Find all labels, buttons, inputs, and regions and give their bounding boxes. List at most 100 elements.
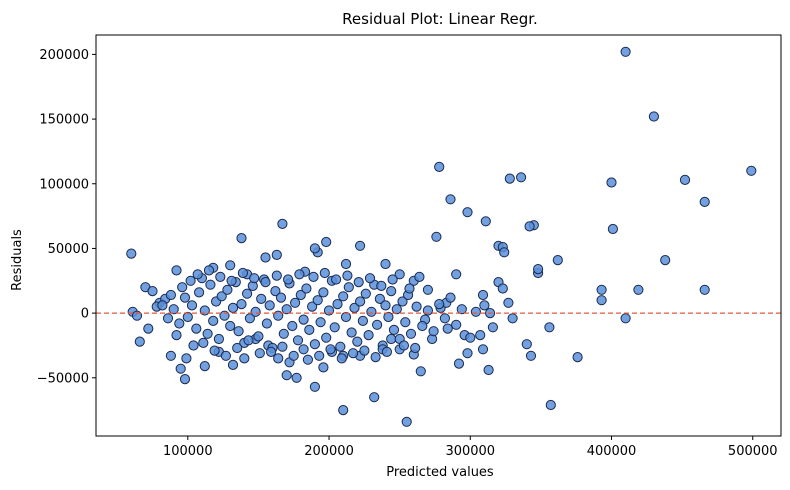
y-tick-label: 100000 xyxy=(39,177,89,192)
data-point xyxy=(288,350,299,361)
data-point xyxy=(397,296,408,307)
data-point xyxy=(620,46,631,57)
data-point xyxy=(192,269,203,280)
x-tick-label: 200000 xyxy=(304,444,354,459)
data-point xyxy=(360,288,371,299)
data-point xyxy=(309,381,320,392)
data-point xyxy=(431,231,442,242)
data-point xyxy=(294,269,305,280)
data-point xyxy=(504,173,515,184)
chart-title: Residual Plot: Linear Regr. xyxy=(342,10,538,28)
data-point xyxy=(226,275,237,286)
data-point xyxy=(679,174,691,185)
data-point xyxy=(254,348,265,359)
data-point xyxy=(304,324,315,335)
data-point xyxy=(660,255,671,266)
data-point xyxy=(271,270,282,281)
x-tick-label: 400000 xyxy=(587,444,637,459)
data-point xyxy=(321,332,332,343)
data-point xyxy=(503,297,514,308)
data-point xyxy=(202,328,213,339)
data-point xyxy=(168,304,179,315)
data-point xyxy=(336,353,347,364)
data-point xyxy=(191,323,202,334)
data-point xyxy=(533,264,544,275)
data-point xyxy=(391,304,402,315)
data-point xyxy=(277,341,288,352)
data-point xyxy=(411,301,422,312)
data-point xyxy=(185,275,196,286)
y-tick-label: 150000 xyxy=(39,113,89,128)
data-point xyxy=(188,340,199,351)
data-point xyxy=(516,172,527,183)
data-point xyxy=(318,287,329,298)
data-point xyxy=(374,293,385,304)
data-point xyxy=(335,341,346,352)
data-point xyxy=(606,177,617,188)
y-tick-label: 50000 xyxy=(48,242,89,257)
data-point xyxy=(143,323,154,334)
x-tick-label: 300000 xyxy=(445,444,495,459)
data-point xyxy=(171,265,182,276)
data-point xyxy=(126,248,137,259)
data-point xyxy=(386,333,397,345)
data-point xyxy=(364,273,376,284)
data-point xyxy=(256,293,267,304)
data-point xyxy=(376,280,387,291)
data-point xyxy=(462,207,473,218)
data-point xyxy=(355,240,366,251)
data-point xyxy=(404,283,415,294)
data-point xyxy=(277,218,288,229)
data-point xyxy=(417,320,428,332)
data-point xyxy=(175,363,186,374)
data-point xyxy=(249,273,260,284)
data-point xyxy=(699,284,710,295)
data-point xyxy=(428,326,439,337)
data-point xyxy=(451,269,462,280)
data-point xyxy=(545,399,556,411)
data-point xyxy=(445,292,456,303)
data-point xyxy=(434,299,445,310)
data-point xyxy=(544,322,555,333)
data-point xyxy=(227,359,239,370)
data-point xyxy=(499,247,510,258)
data-point xyxy=(222,284,233,295)
data-point xyxy=(394,269,405,280)
data-point xyxy=(287,320,298,332)
data-point xyxy=(198,337,209,348)
data-point xyxy=(309,339,320,350)
data-point xyxy=(298,344,309,355)
y-axis: −50000 0 50000 100000 150000 200000 xyxy=(37,48,96,386)
data-point xyxy=(266,346,277,357)
data-point xyxy=(352,336,363,347)
data-point xyxy=(309,243,320,254)
data-point xyxy=(225,320,236,332)
data-point xyxy=(227,302,239,313)
data-point xyxy=(363,330,374,341)
data-point xyxy=(302,354,313,365)
data-point xyxy=(237,267,248,279)
data-point xyxy=(355,296,366,307)
data-point xyxy=(507,313,518,324)
x-tick-label: 100000 xyxy=(163,444,213,459)
data-point xyxy=(216,291,227,302)
data-point xyxy=(314,350,325,361)
y-tick-label: 200000 xyxy=(39,48,89,63)
data-point xyxy=(465,332,476,343)
data-point xyxy=(182,311,193,323)
data-point xyxy=(648,111,660,122)
data-point xyxy=(179,374,191,385)
data-point xyxy=(236,299,247,310)
data-point xyxy=(434,161,445,172)
data-point xyxy=(405,328,417,339)
data-point xyxy=(483,364,494,376)
data-point xyxy=(250,306,261,317)
data-point xyxy=(298,314,309,325)
data-point xyxy=(177,282,188,293)
data-point xyxy=(477,344,489,355)
data-point xyxy=(380,258,391,270)
data-point xyxy=(308,271,319,282)
data-point xyxy=(552,255,563,266)
data-point xyxy=(439,313,450,324)
data-point xyxy=(225,260,236,271)
